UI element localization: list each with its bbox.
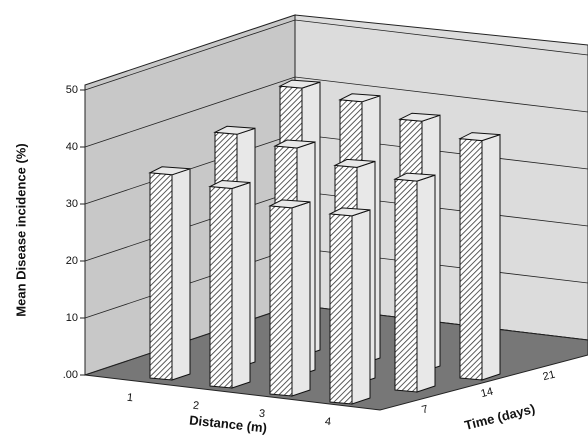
bar xyxy=(208,179,251,389)
bar-top xyxy=(458,132,501,142)
z-axis-label: Time (days) xyxy=(463,401,537,433)
bar-front xyxy=(149,172,173,381)
bar-top xyxy=(398,112,441,122)
bar xyxy=(268,199,311,397)
bar-top xyxy=(393,172,436,182)
bar-top xyxy=(333,158,376,168)
y-tick-label: .00 xyxy=(63,369,78,381)
x-tick-label: 3 xyxy=(258,408,265,421)
bar-front xyxy=(459,138,483,381)
bar-front xyxy=(269,205,293,397)
bar-top xyxy=(273,139,316,149)
bar-top xyxy=(278,79,321,89)
y-tick-label: 20 xyxy=(66,255,78,267)
y-tick-label: 40 xyxy=(66,141,78,153)
x-tick-label: 2 xyxy=(192,400,199,413)
bar-top xyxy=(213,125,256,135)
bars xyxy=(148,79,501,405)
bar xyxy=(458,132,501,381)
z-tick-label: 21 xyxy=(542,369,557,384)
bar-side xyxy=(231,181,251,389)
x-tick-label: 1 xyxy=(126,392,133,405)
bar-top xyxy=(208,179,251,190)
bar-top xyxy=(328,207,371,217)
bar-side xyxy=(481,133,501,381)
bar xyxy=(393,172,436,393)
y-tick-label: 10 xyxy=(66,312,78,324)
bar-side xyxy=(351,209,371,405)
bar-front xyxy=(329,213,353,405)
y-tick-label: 50 xyxy=(66,84,78,96)
x-axis-label: Distance (m) xyxy=(189,412,268,435)
bar-front xyxy=(209,185,233,389)
z-tick-label: 14 xyxy=(480,386,495,401)
bar-top xyxy=(268,199,311,209)
z-tick-label: 7 xyxy=(421,403,430,416)
grid-line xyxy=(84,19,588,91)
grid-line xyxy=(84,76,588,148)
bar-top xyxy=(148,166,191,176)
bar-top xyxy=(338,93,381,103)
bar-side xyxy=(416,174,436,393)
bar xyxy=(328,207,371,405)
bar-front xyxy=(394,178,418,393)
bar-side xyxy=(291,201,311,397)
y-tick-label: 30 xyxy=(66,198,78,210)
x-tick-label: 4 xyxy=(324,416,331,429)
y-axis-label: Mean Disease incidence (%) xyxy=(13,143,28,316)
bar xyxy=(148,166,191,381)
bar-side xyxy=(171,168,191,381)
